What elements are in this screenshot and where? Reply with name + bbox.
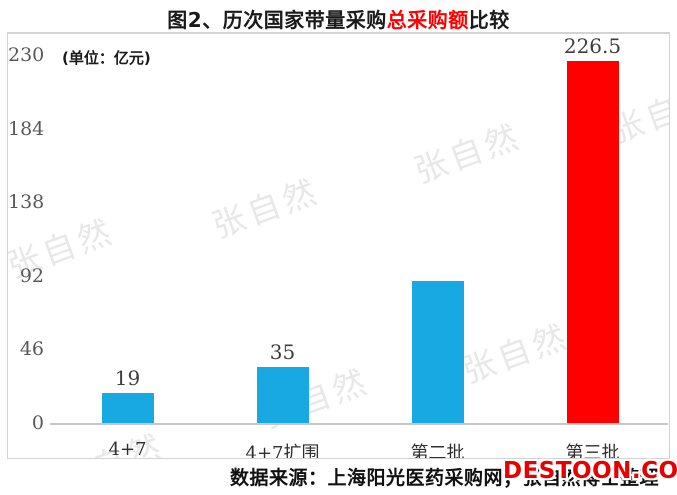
data-source-caption: 数据来源：上海阳光医药采购网；张自然博士整理 [230, 467, 660, 489]
chart-title-suffix: 比较 [468, 8, 510, 32]
bar-column: 19 4+7 [50, 34, 205, 458]
chart-plot-area: 张自然 张自然 张自然 张自然 张自然 张自然 张自然 (单位：亿元) 0469… [7, 32, 670, 459]
y-axis-tick-label: 46 [19, 338, 44, 361]
bar-column: 35 4+7扩围 [205, 34, 360, 458]
chart-title-highlight: 总采购额 [386, 8, 469, 32]
bar-value-label: 19 [114, 366, 141, 390]
y-axis-tick-label: 92 [19, 264, 44, 287]
x-axis-category-label: 第二批 [410, 443, 465, 459]
bar-第二批 [411, 281, 464, 423]
x-axis-category-label: 第三批 [565, 443, 620, 459]
bar-column: 第二批 [360, 34, 515, 458]
y-axis-tick-label: 184 [8, 117, 45, 140]
site-watermark: DESTOON.COM [503, 458, 677, 484]
chart-title: 图2、历次国家带量采购总采购额比较 [0, 4, 677, 33]
bar-第三批 [566, 61, 619, 423]
y-axis-tick-label: 230 [8, 44, 45, 66]
bar-column: 226.5 第三批 [515, 34, 669, 459]
y-axis-tick-label: 0 [31, 412, 44, 434]
y-axis-tick-label: 138 [8, 191, 45, 214]
bar-value-label: 35 [269, 340, 296, 364]
x-axis-line [50, 423, 668, 425]
axis-unit-label: (单位：亿元) [62, 49, 151, 67]
bar-value-label: 226.5 [563, 34, 622, 58]
bar-4+7扩围 [256, 367, 309, 423]
chart-title-prefix: 图2、历次国家带量采购 [167, 8, 387, 32]
bar-4+7 [101, 393, 154, 423]
x-axis-category-label: 4+7扩围 [245, 443, 320, 459]
x-axis-category-label: 4+7 [108, 439, 147, 459]
